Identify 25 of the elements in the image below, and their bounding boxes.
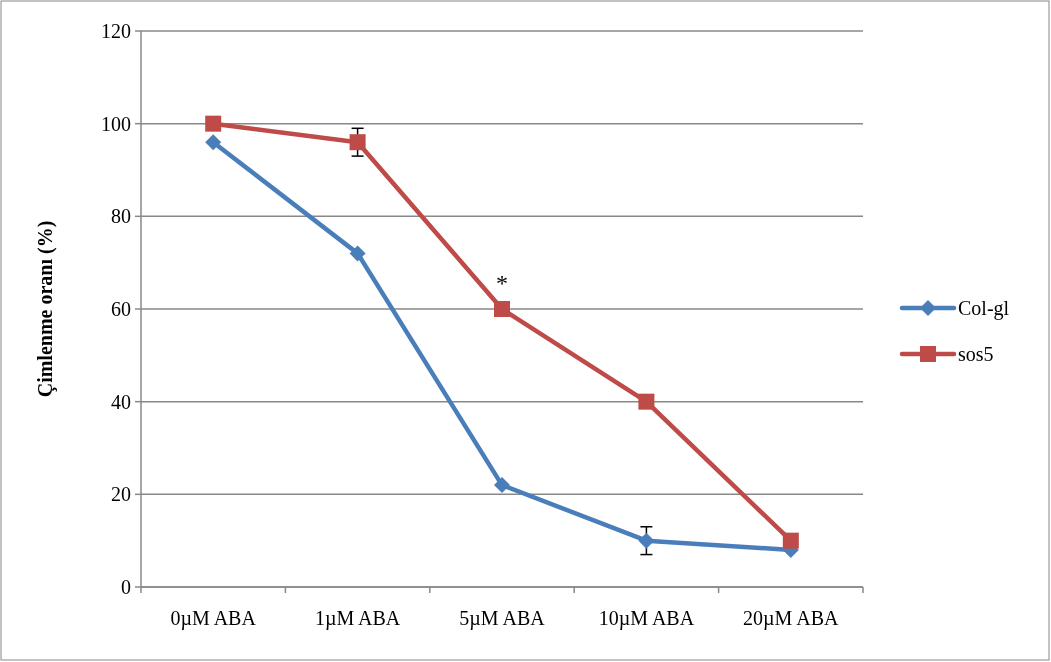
point bbox=[638, 393, 655, 410]
annotation: * bbox=[496, 270, 508, 296]
y-tick-label: 40 bbox=[111, 390, 131, 413]
y-tick-label: 120 bbox=[101, 20, 131, 42]
point bbox=[349, 245, 366, 262]
point bbox=[494, 477, 510, 494]
point bbox=[205, 115, 222, 132]
point bbox=[349, 134, 366, 151]
point bbox=[205, 134, 222, 151]
x-tick-label: 1µM ABA bbox=[314, 607, 401, 630]
point bbox=[638, 532, 655, 549]
x-tick-label: 10µM ABA bbox=[598, 607, 695, 630]
point bbox=[782, 532, 799, 549]
legend-label: Col-gl bbox=[958, 297, 1010, 320]
legend-label: sos5 bbox=[958, 343, 994, 365]
y-tick-label: 100 bbox=[101, 112, 131, 135]
y-axis-title: Çimlenme oranı (%) bbox=[34, 220, 57, 398]
y-tick-label: 60 bbox=[111, 298, 131, 320]
point bbox=[494, 301, 510, 317]
x-tick-label: 0µM ABA bbox=[170, 607, 257, 630]
y-tick-label: 20 bbox=[111, 483, 131, 506]
x-tick-label: 20µM ABA bbox=[743, 607, 840, 630]
y-tick-label: 0 bbox=[121, 576, 131, 598]
y-tick-label: 80 bbox=[111, 205, 131, 228]
x-tick-label: 5µM ABA bbox=[459, 607, 546, 630]
